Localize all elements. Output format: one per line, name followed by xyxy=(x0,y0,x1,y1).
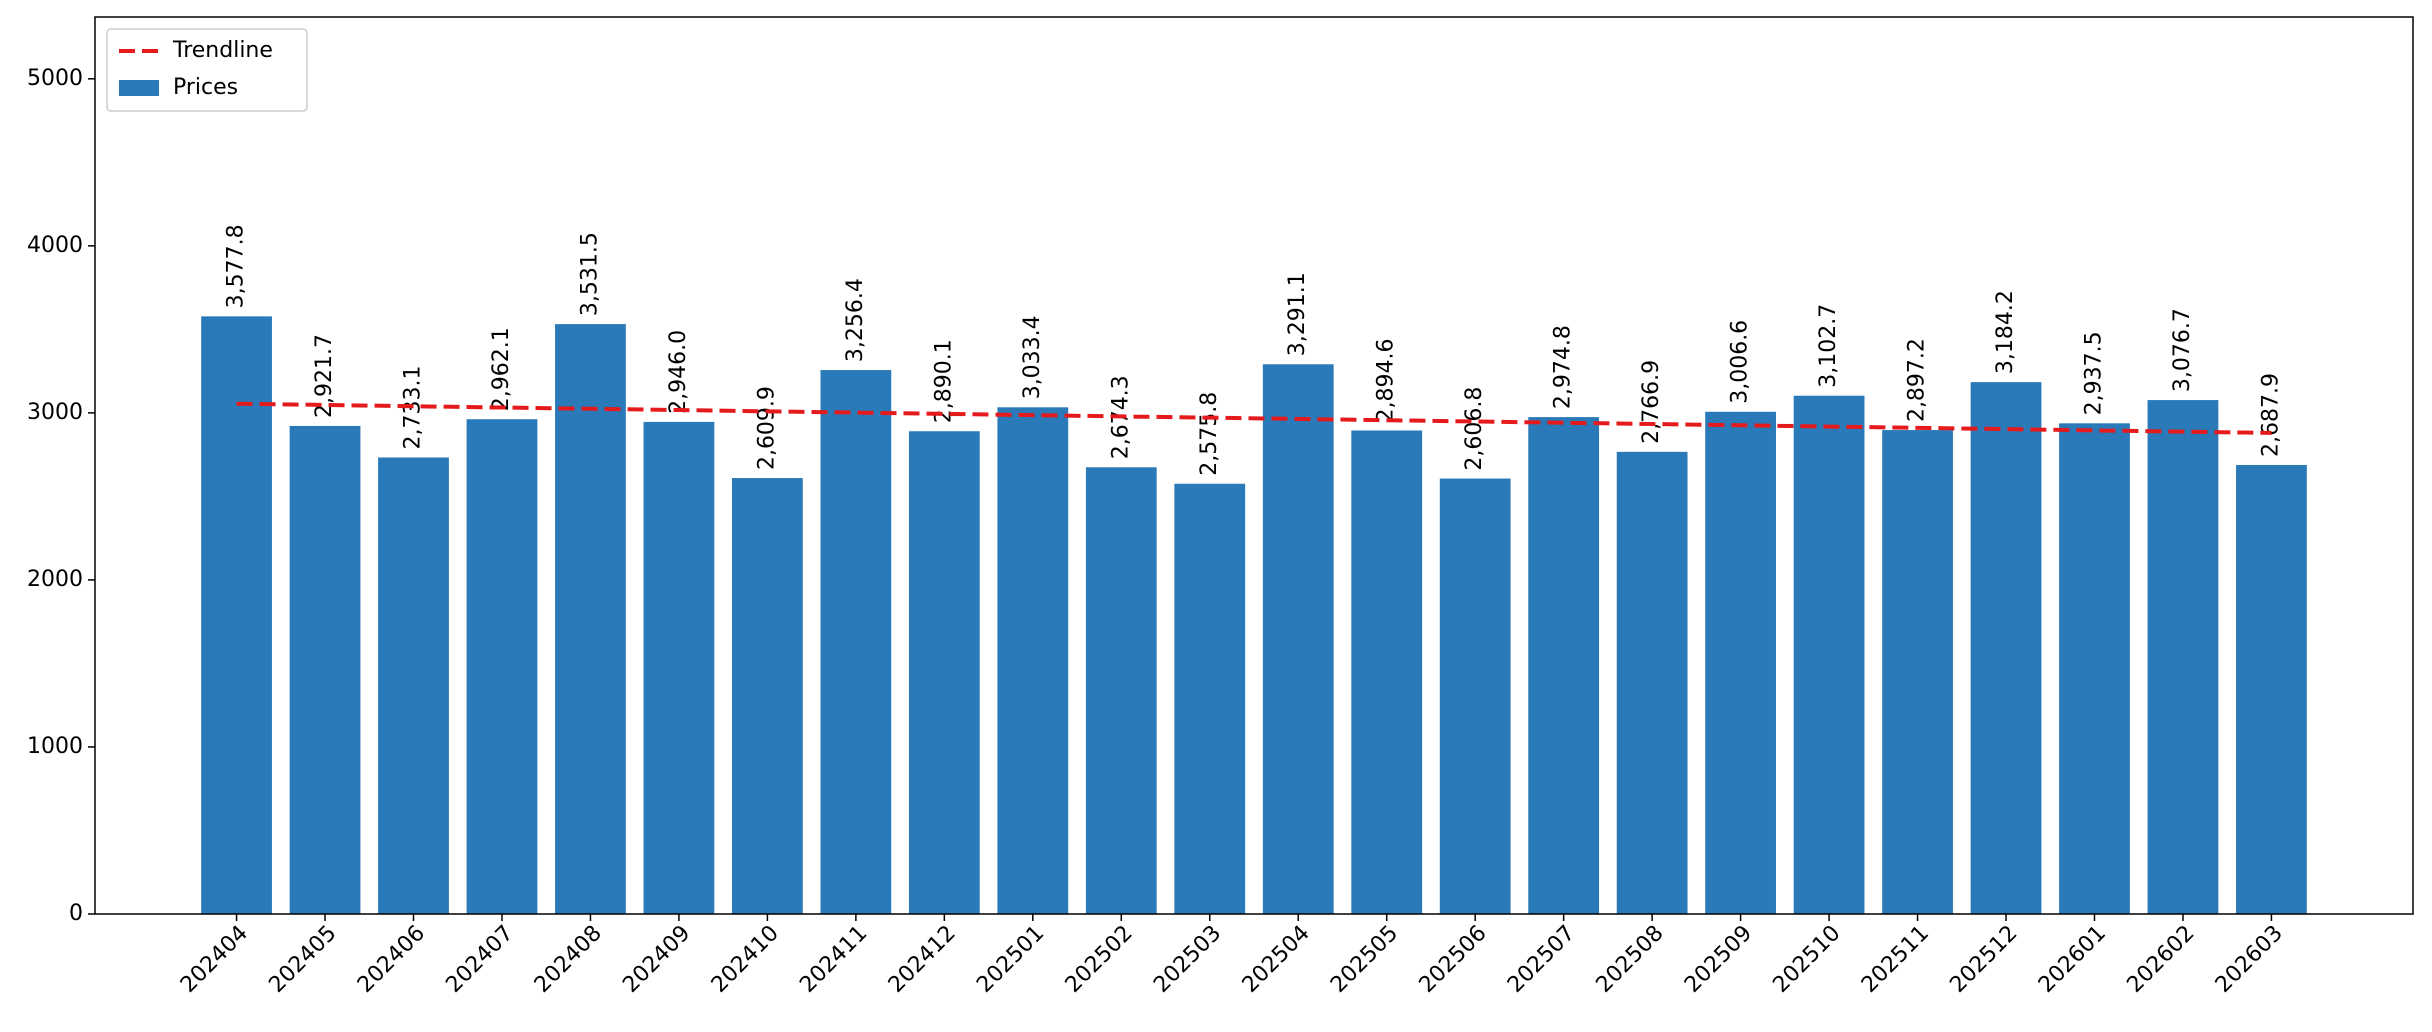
legend-label: Trendline xyxy=(172,38,273,63)
x-tick-label: 202506 xyxy=(1415,921,1492,998)
bar xyxy=(2147,400,2219,914)
legend-swatch xyxy=(119,80,159,96)
bar xyxy=(997,407,1069,914)
x-tick-label: 202509 xyxy=(1680,921,1757,998)
value-label: 2,946.0 xyxy=(666,330,691,414)
bar xyxy=(2059,423,2130,914)
bar xyxy=(1351,430,1423,914)
value-label: 3,577.8 xyxy=(224,224,249,308)
bar xyxy=(1882,430,1953,914)
bar xyxy=(1439,478,1511,914)
x-tick-label: 202505 xyxy=(1326,921,1403,998)
value-label: 2,687.9 xyxy=(2258,373,2283,457)
x-tick-label: 202501 xyxy=(972,921,1049,998)
x-tick-label: 202412 xyxy=(884,921,961,998)
legend-label: Prices xyxy=(173,75,238,100)
y-tick-label: 2000 xyxy=(27,567,83,592)
y-tick-label: 1000 xyxy=(27,734,83,759)
x-tick-label: 202512 xyxy=(1945,921,2022,998)
bar xyxy=(643,421,715,914)
y-tick-label: 5000 xyxy=(27,66,83,91)
x-tick-label: 202603 xyxy=(2211,921,2288,998)
value-label: 2,962.1 xyxy=(489,327,514,411)
x-tick-label: 202408 xyxy=(530,921,607,998)
value-label: 2,606.8 xyxy=(1462,387,1487,471)
bar xyxy=(555,324,626,914)
value-label: 3,256.4 xyxy=(843,278,868,362)
x-tick-label: 202510 xyxy=(1768,921,1845,998)
x-tick-label: 202503 xyxy=(1149,921,1226,998)
x-tick-label: 202511 xyxy=(1857,921,1934,998)
value-label: 2,609.9 xyxy=(754,386,779,470)
value-label: 3,184.2 xyxy=(1993,290,2018,374)
value-label: 3,102.7 xyxy=(1816,304,1841,388)
bar xyxy=(466,419,538,914)
x-tick-label: 202407 xyxy=(441,921,518,998)
value-label: 3,006.6 xyxy=(1728,320,1753,404)
x-tick-label: 202507 xyxy=(1503,921,1580,998)
bar xyxy=(732,478,803,914)
bar xyxy=(1705,411,1776,914)
y-tick-label: 0 xyxy=(69,901,83,926)
x-tick-label: 202411 xyxy=(795,921,872,998)
bar xyxy=(201,316,272,914)
x-tick-label: 202410 xyxy=(707,921,784,998)
bar xyxy=(908,431,980,914)
bar xyxy=(2236,465,2307,914)
bar xyxy=(1970,382,2042,914)
bar xyxy=(378,457,449,914)
value-label: 2,890.1 xyxy=(931,339,956,423)
value-label: 2,894.6 xyxy=(1374,339,1399,423)
x-tick-label: 202404 xyxy=(176,921,253,998)
value-label: 2,575.8 xyxy=(1197,392,1222,476)
bar xyxy=(1085,467,1157,914)
bar xyxy=(820,370,892,915)
bar xyxy=(1528,417,1600,914)
value-label: 3,531.5 xyxy=(577,232,602,316)
x-tick-label: 202405 xyxy=(264,921,341,998)
bar xyxy=(1616,451,1688,914)
x-tick-label: 202602 xyxy=(2122,921,2199,998)
plot-frame xyxy=(94,16,2414,915)
value-label: 2,974.8 xyxy=(1551,325,1576,409)
value-label: 2,766.9 xyxy=(1639,360,1664,444)
bar xyxy=(1262,364,1334,915)
value-label: 3,291.1 xyxy=(1285,272,1310,356)
y-tick-label: 3000 xyxy=(27,400,83,425)
bar xyxy=(1174,483,1246,914)
value-label: 2,937.5 xyxy=(2081,331,2106,415)
x-tick-label: 202504 xyxy=(1238,921,1315,998)
value-label: 2,897.2 xyxy=(1905,338,1930,422)
x-tick-label: 202508 xyxy=(1592,921,1669,998)
value-label: 3,033.4 xyxy=(1020,315,1045,399)
value-label: 3,076.7 xyxy=(2170,308,2195,392)
y-tick-label: 4000 xyxy=(27,233,83,258)
trendline xyxy=(236,401,2272,435)
x-tick-label: 202601 xyxy=(2034,921,2111,998)
x-tick-label: 202409 xyxy=(618,921,695,998)
x-tick-label: 202502 xyxy=(1061,921,1138,998)
bar xyxy=(1793,395,1865,914)
bar xyxy=(289,425,361,914)
x-tick-label: 202406 xyxy=(353,921,430,998)
